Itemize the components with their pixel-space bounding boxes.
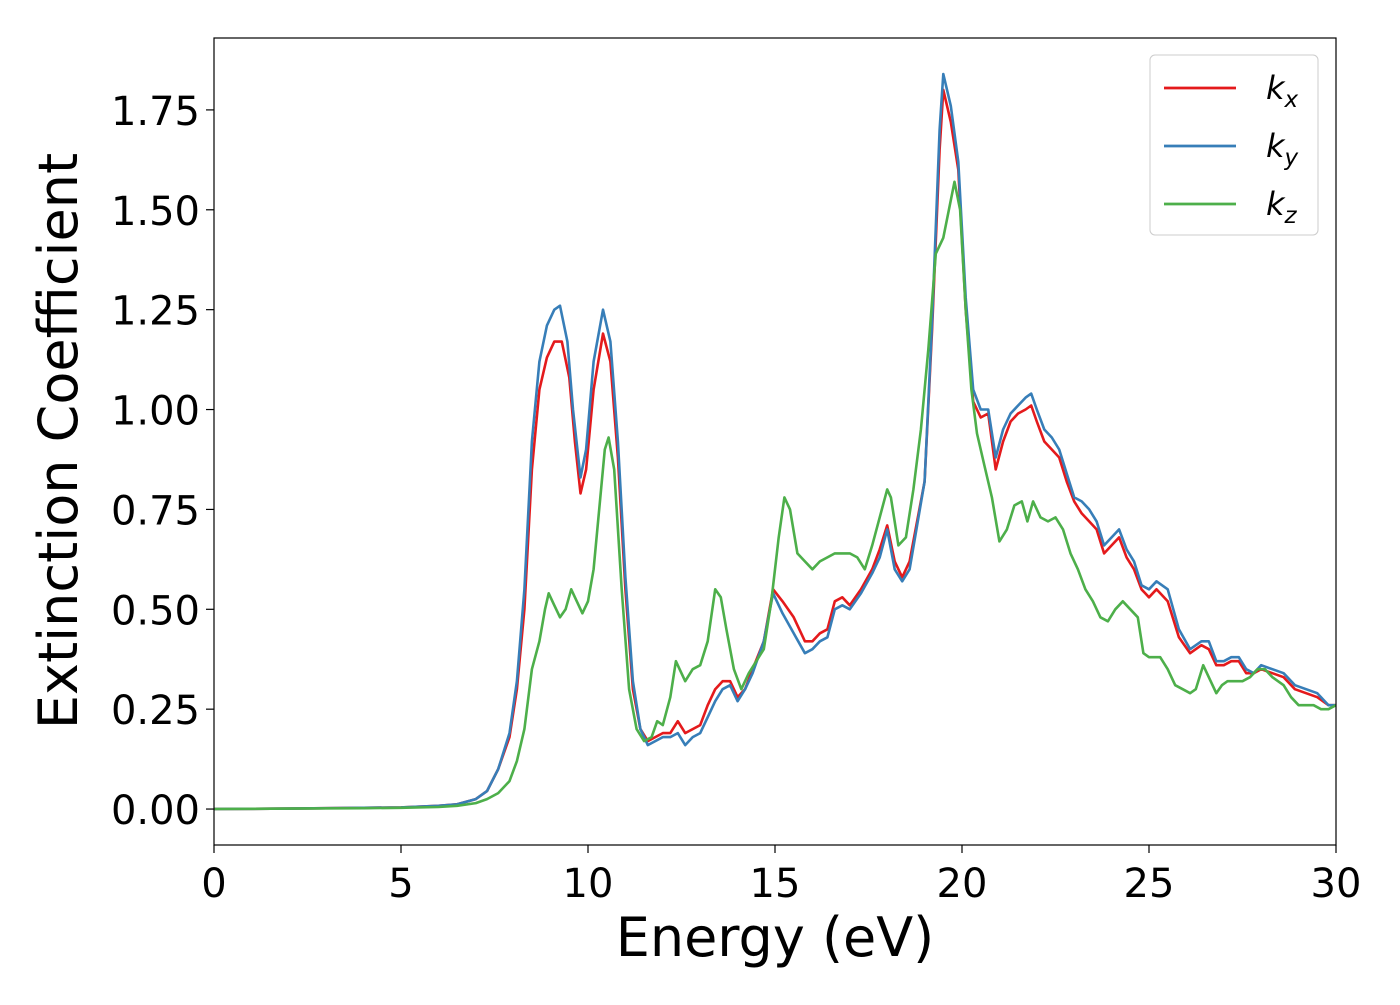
- y-tick-label: 1.00: [111, 389, 200, 435]
- y-tick-label: 0.75: [111, 488, 200, 534]
- legend-label-subscript: x: [1284, 87, 1299, 113]
- series-line-k-x: [214, 88, 1336, 811]
- y-axis: 0.00 0.25 0.50 0.75 1.00 1.25 1.50 1.75: [111, 89, 214, 834]
- x-tick-label: 20: [937, 861, 988, 907]
- y-tick-label: 0.25: [111, 688, 200, 734]
- legend-label-k-x: kx: [1266, 69, 1299, 113]
- legend-label-subscript: y: [1284, 145, 1299, 171]
- series-layer: [214, 72, 1336, 811]
- x-tick-label: 15: [750, 861, 801, 907]
- x-tick-label: 0: [201, 861, 226, 907]
- y-tick-label: 1.75: [111, 89, 200, 135]
- series-line-k-z: [214, 180, 1336, 811]
- y-tick-label: 1.50: [111, 189, 200, 235]
- y-axis-title: Extinction Coefficient: [27, 153, 90, 729]
- legend-label-subscript: z: [1284, 203, 1298, 229]
- x-tick-label: 25: [1124, 861, 1175, 907]
- legend-label-base: k: [1266, 69, 1286, 107]
- y-tick-label: 1.25: [111, 289, 200, 335]
- x-axis-title: Energy (eV): [616, 906, 935, 969]
- x-tick-label: 30: [1311, 861, 1362, 907]
- x-tick-label: 5: [388, 861, 413, 907]
- x-axis: 0 5 10 15 20 25 30: [201, 845, 1361, 907]
- x-tick-label: 10: [563, 861, 614, 907]
- series-line-k-y: [214, 72, 1336, 811]
- legend-label-base: k: [1266, 127, 1286, 165]
- legend-label-k-y: ky: [1266, 127, 1299, 171]
- y-tick-label: 0.50: [111, 588, 200, 634]
- legend-label-base: k: [1266, 185, 1286, 223]
- y-tick-label: 0.00: [111, 788, 200, 834]
- legend-label-k-z: kz: [1266, 185, 1298, 229]
